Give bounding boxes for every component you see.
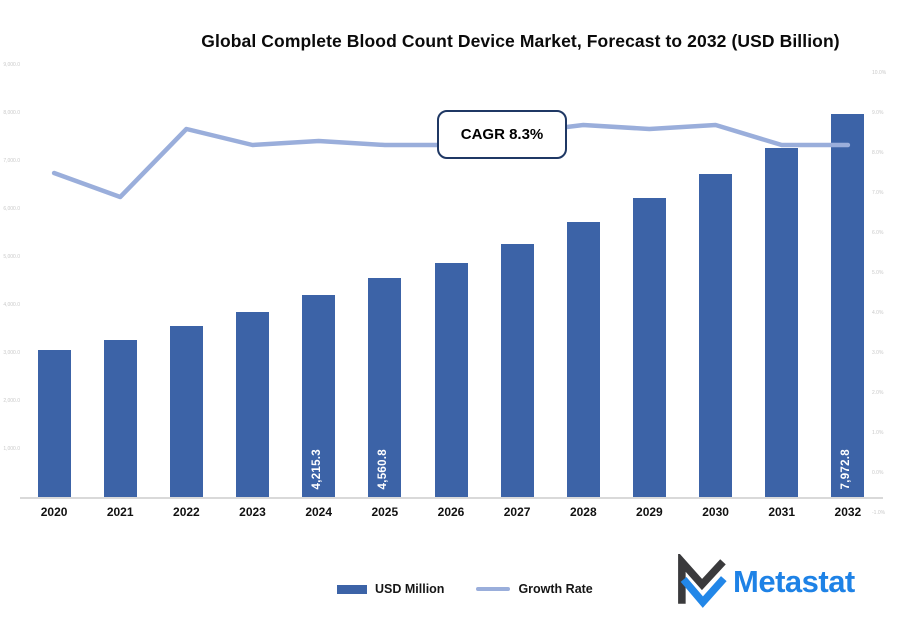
x-axis-label-2029: 2029: [636, 505, 663, 519]
y-axis-tick-left: 2,000.0: [3, 398, 20, 404]
y-axis-tick-right: 6.0%: [872, 230, 884, 236]
y-axis-tick-left: 5,000.0: [3, 254, 20, 260]
bar-2024: [302, 294, 336, 497]
y-axis-tick-left: 9,000.0: [3, 62, 20, 68]
y-axis-tick-right: 1.0%: [872, 430, 884, 436]
x-axis-label-2030: 2030: [702, 505, 729, 519]
legend: USD Million Growth Rate: [337, 582, 593, 596]
x-axis-label-2025: 2025: [371, 505, 399, 519]
bar-2021: [103, 340, 137, 497]
bar-2030: [699, 174, 733, 497]
bar-2022: [169, 326, 203, 497]
bar-2032: [831, 114, 865, 497]
legend-item-usd-million: USD Million: [337, 582, 444, 596]
bar-2023: [236, 312, 269, 497]
metastat-logo-mark-icon: [678, 554, 727, 608]
x-axis-label-2023: 2023: [239, 505, 266, 519]
x-axis-label-2027: 2027: [503, 505, 531, 519]
legend-label: USD Million: [375, 582, 445, 596]
bar-2020: [37, 350, 71, 497]
metastat-logo: Metastat: [676, 554, 855, 610]
y-axis-tick-right: 3.0%: [872, 350, 884, 356]
y-axis-tick-right: 4.0%: [872, 310, 884, 316]
metastat-logo-text: Metastat: [733, 564, 855, 599]
y-axis-tick-left: 6,000.0: [3, 206, 20, 212]
x-axis-label-2020: 2020: [40, 505, 68, 519]
x-axis-line: [20, 497, 883, 499]
bar-swatch-icon: [337, 584, 367, 594]
x-axis-label-2032: 2032: [834, 505, 862, 519]
y-axis-tick-right: -1.0%: [872, 510, 886, 516]
cagr-label: CAGR 8.3%: [460, 126, 544, 143]
x-axis-label-2028: 2028: [569, 505, 597, 519]
chart-title: Global Complete Blood Count Device Marke…: [201, 31, 840, 51]
y-axis-tick-left: 7,000.0: [3, 158, 20, 164]
y-axis-tick-right: 7.0%: [872, 190, 884, 196]
legend-item-growth-rate: Growth Rate: [476, 582, 593, 596]
y-axis-tick-left: 8,000.0: [3, 110, 20, 116]
bar-2029: [632, 198, 666, 497]
y-axis-tick-left: 1,000.0: [3, 446, 20, 452]
x-axis-label-2021: 2021: [106, 505, 134, 519]
y-axis-tick-right: 9.0%: [872, 110, 884, 116]
x-axis-label-2026: 2026: [437, 505, 465, 519]
x-axis-label-2024: 2024: [305, 505, 333, 519]
bar-2026: [434, 263, 468, 497]
y-axis-tick-right: 0.0%: [872, 470, 884, 476]
y-axis-tick-right: 8.0%: [872, 150, 884, 156]
y-axis-tick-left: 3,000.0: [3, 350, 20, 356]
legend-label: Growth Rate: [518, 582, 593, 596]
bar-2031: [765, 148, 799, 497]
x-axis-label-2022: 2022: [173, 505, 200, 519]
y-axis-tick-right: 2.0%: [872, 390, 884, 396]
y-axis-tick-right: 5.0%: [872, 270, 884, 276]
x-axis-label-2031: 2031: [768, 505, 796, 519]
bar-2028: [566, 222, 600, 497]
y-axis-tick-right: 10.0%: [872, 70, 887, 76]
y-axis-tick-left: 4,000.0: [3, 302, 20, 308]
bar-2025: [368, 278, 402, 497]
cagr-callout: CAGR 8.3%: [437, 110, 567, 159]
bar-2027: [500, 244, 534, 497]
line-swatch-icon: [476, 586, 511, 592]
